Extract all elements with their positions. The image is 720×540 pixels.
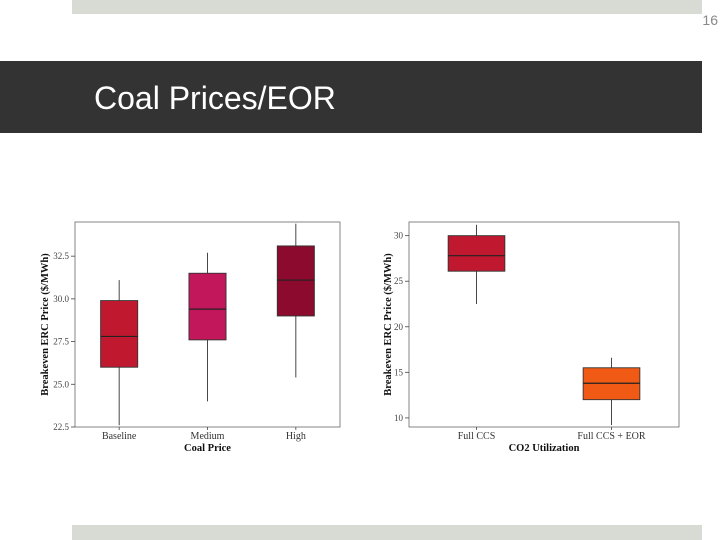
x-tick-label-medium: Medium: [191, 431, 225, 442]
y-tick-label: 30.0: [53, 294, 69, 304]
x-tick-label-high: High: [286, 431, 306, 442]
coal-price-chart: 22.5 25.0 27.5 30.0 32.5 Baseline Medium High Co…: [40, 221, 341, 454]
box-full-ccs: [447, 235, 506, 272]
y-axis-title: Breakeven ERC Price ($/MWh): [40, 253, 51, 396]
title-band: [0, 61, 702, 133]
y-tick-label: 22.5: [53, 422, 69, 432]
y-tick-label: 30: [394, 231, 404, 241]
y-tick-label: 27.5: [53, 337, 69, 347]
box-medium: [188, 272, 227, 341]
y-tick-label: 32.5: [53, 251, 69, 261]
box-high: [276, 245, 315, 317]
slide-number: 16: [702, 12, 718, 28]
y-tick-label: 20: [394, 322, 404, 332]
x-tick-label-full-ccs: Full CCS: [458, 431, 496, 442]
y-axis-title: Breakeven ERC Price ($/MWh): [383, 253, 394, 396]
box-baseline: [100, 300, 139, 368]
bottom-decor-bar: [72, 525, 702, 540]
x-axis-title: CO2 Utilization: [509, 443, 580, 454]
y-tick-label: 25: [394, 276, 404, 286]
y-tick-label: 10: [394, 413, 404, 423]
y-tick-label: 15: [394, 367, 404, 377]
y-tick-label: 25.0: [53, 379, 69, 389]
slide-title: Coal Prices/EOR: [94, 80, 336, 116]
x-tick-label-baseline: Baseline: [102, 431, 137, 442]
x-axis-title: Coal Price: [184, 443, 231, 454]
top-decor-bar: [72, 0, 702, 14]
x-tick-label-full-ccs-eor: Full CCS + EOR: [577, 431, 645, 442]
